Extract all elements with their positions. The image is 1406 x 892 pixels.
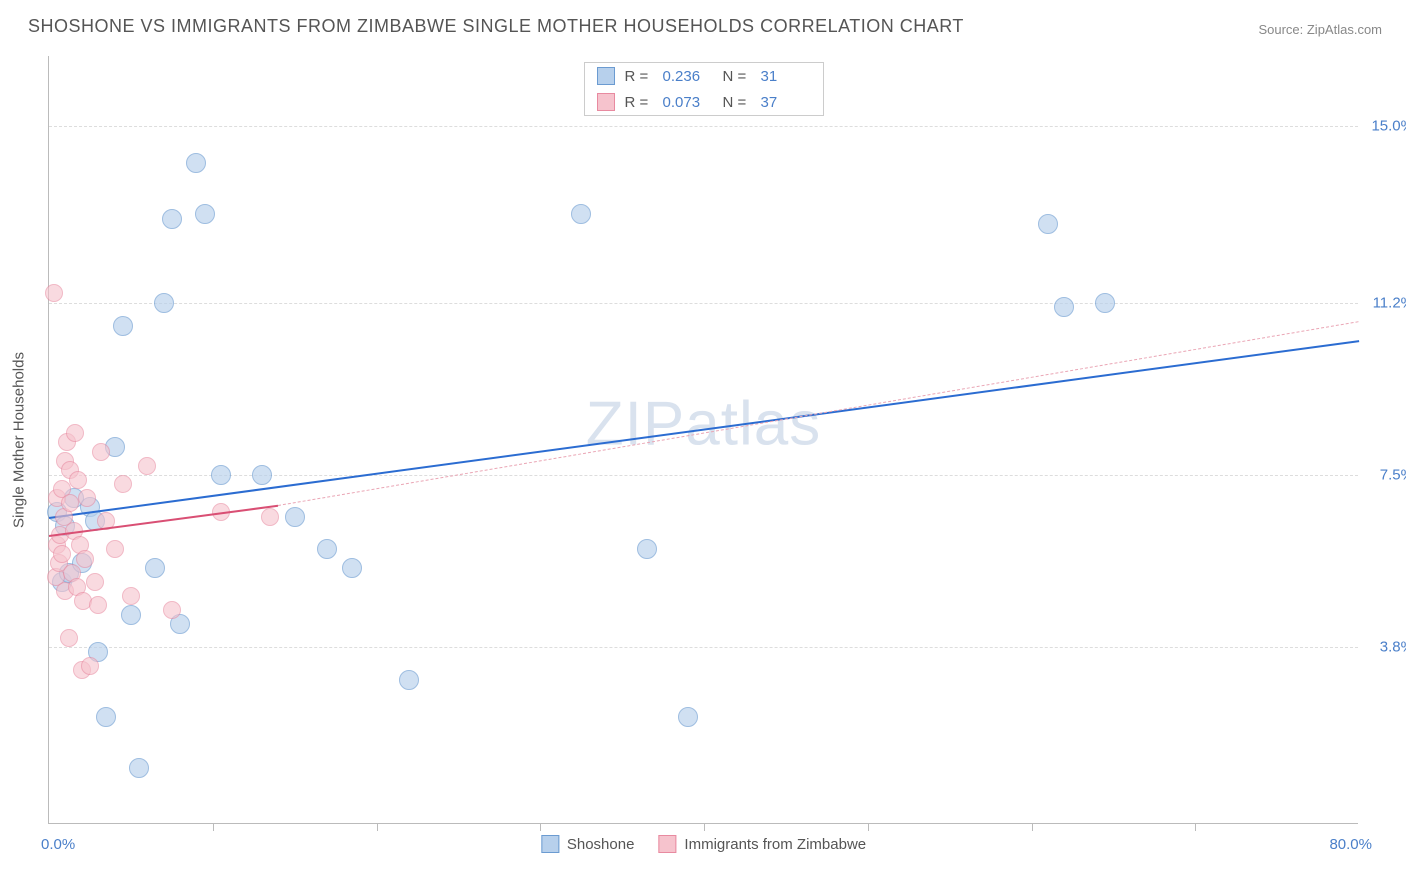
x-tick — [704, 823, 705, 831]
data-point — [81, 657, 99, 675]
y-tick-label: 7.5% — [1380, 466, 1406, 483]
legend-item: Shoshone — [541, 835, 635, 853]
trend-line — [278, 321, 1359, 506]
data-point — [211, 465, 231, 485]
data-point — [1095, 293, 1115, 313]
data-point — [76, 550, 94, 568]
legend-swatch — [658, 835, 676, 853]
watermark: ZIPatlas — [586, 389, 821, 460]
gridline — [49, 303, 1358, 304]
data-point — [138, 457, 156, 475]
data-point — [195, 204, 215, 224]
legend-r-label: R = — [625, 94, 653, 111]
legend-n-label: N = — [723, 68, 751, 85]
data-point — [114, 475, 132, 493]
y-tick-label: 3.8% — [1380, 639, 1406, 656]
legend-r-value: 0.073 — [663, 94, 713, 111]
source-attribution: Source: ZipAtlas.com — [1258, 22, 1382, 37]
legend-item: Immigrants from Zimbabwe — [658, 835, 866, 853]
x-tick — [377, 823, 378, 831]
data-point — [162, 209, 182, 229]
data-point — [92, 443, 110, 461]
x-tick — [868, 823, 869, 831]
data-point — [96, 707, 116, 727]
legend-swatch — [597, 93, 615, 111]
x-axis-max-label: 80.0% — [1329, 836, 1372, 853]
correlation-legend: R = 0.236 N = 31 R = 0.073 N = 37 — [584, 62, 824, 116]
legend-label: Shoshone — [567, 836, 635, 853]
data-point — [163, 601, 181, 619]
data-point — [186, 153, 206, 173]
trend-line — [49, 340, 1359, 519]
data-point — [53, 545, 71, 563]
legend-swatch — [597, 67, 615, 85]
data-point — [106, 540, 124, 558]
x-axis-min-label: 0.0% — [41, 836, 75, 853]
x-tick — [213, 823, 214, 831]
data-point — [678, 707, 698, 727]
data-point — [285, 507, 305, 527]
data-point — [66, 424, 84, 442]
data-point — [122, 587, 140, 605]
legend-row: R = 0.236 N = 31 — [585, 63, 823, 89]
data-point — [86, 573, 104, 591]
data-point — [89, 596, 107, 614]
data-point — [317, 539, 337, 559]
legend-n-label: N = — [723, 94, 751, 111]
data-point — [61, 494, 79, 512]
x-tick — [540, 823, 541, 831]
gridline — [49, 647, 1358, 648]
gridline — [49, 475, 1358, 476]
y-axis-title: Single Mother Households — [11, 352, 28, 528]
legend-r-value: 0.236 — [663, 68, 713, 85]
data-point — [399, 670, 419, 690]
legend-n-value: 37 — [761, 94, 811, 111]
data-point — [342, 558, 362, 578]
data-point — [78, 489, 96, 507]
data-point — [60, 629, 78, 647]
data-point — [1054, 297, 1074, 317]
y-tick-label: 11.2% — [1373, 294, 1406, 311]
x-tick — [1195, 823, 1196, 831]
data-point — [154, 293, 174, 313]
data-point — [261, 508, 279, 526]
x-tick — [1032, 823, 1033, 831]
data-point — [145, 558, 165, 578]
legend-n-value: 31 — [761, 68, 811, 85]
legend-r-label: R = — [625, 68, 653, 85]
legend-swatch — [541, 835, 559, 853]
plot-area: Single Mother Households ZIPatlas 0.0% 8… — [48, 56, 1358, 824]
data-point — [69, 471, 87, 489]
data-point — [571, 204, 591, 224]
chart-title: SHOSHONE VS IMMIGRANTS FROM ZIMBABWE SIN… — [28, 16, 964, 37]
legend-label: Immigrants from Zimbabwe — [684, 836, 866, 853]
data-point — [45, 284, 63, 302]
data-point — [1038, 214, 1058, 234]
data-point — [121, 605, 141, 625]
data-point — [113, 316, 133, 336]
gridline — [49, 126, 1358, 127]
y-tick-label: 15.0% — [1371, 117, 1406, 134]
data-point — [129, 758, 149, 778]
data-point — [252, 465, 272, 485]
data-point — [637, 539, 657, 559]
legend-row: R = 0.073 N = 37 — [585, 89, 823, 115]
series-legend: Shoshone Immigrants from Zimbabwe — [541, 835, 866, 853]
